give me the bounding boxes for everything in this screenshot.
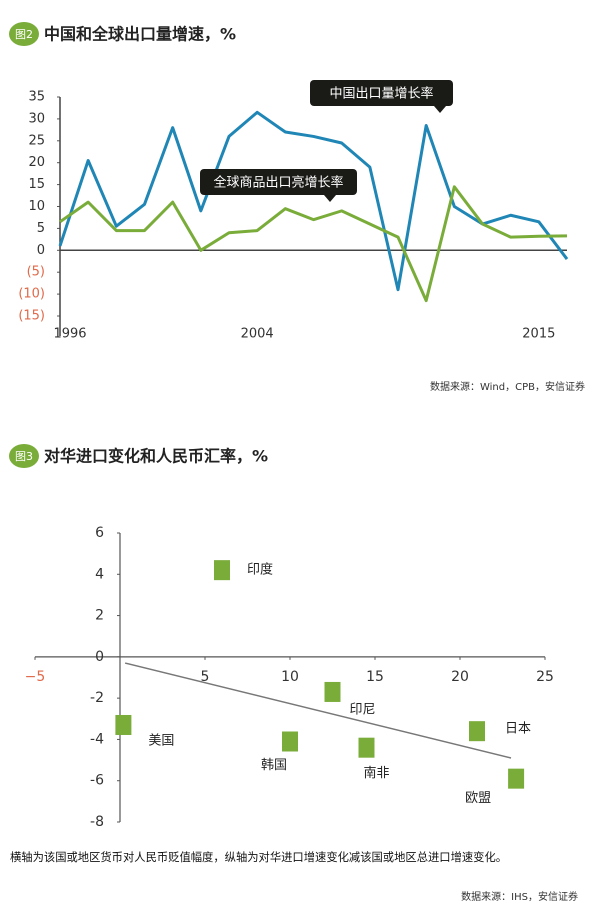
y-tick-label: (5)	[27, 265, 45, 280]
badge	[9, 444, 39, 468]
point-label: 韩国	[261, 758, 287, 773]
x-tick-label: −5	[25, 669, 46, 685]
y-tick-label: 15	[28, 177, 45, 192]
y-tick-label: 0	[37, 243, 45, 258]
point-label: 欧盟	[465, 791, 491, 806]
point-label: 南非	[363, 765, 389, 781]
source: 数据来源：IHS，安信证券	[461, 890, 578, 903]
point	[469, 721, 485, 742]
trendline	[124, 662, 512, 759]
callout-box	[310, 80, 453, 106]
x-tick-label: 25	[536, 669, 554, 685]
x-tick-label: 2015	[522, 327, 555, 342]
note: 横轴为该国或地区货币对人民币贬值幅度，纵轴为对华进口增速变化减该国或地区总进口增…	[10, 850, 507, 864]
chart-title: 中国和全球出口量增速，%	[44, 25, 236, 44]
x-tick-label: 20	[451, 669, 469, 685]
point	[214, 560, 230, 581]
chart-title: 对华进口变化和人民币汇率，%	[44, 447, 268, 466]
callout-box	[200, 169, 357, 195]
x-tick-label: 2004	[241, 327, 274, 342]
y-tick-label: 35	[28, 90, 45, 105]
callout-pointer	[434, 106, 446, 113]
y-tick-label: 30	[28, 111, 45, 126]
point	[358, 737, 375, 758]
y-tick-label: (10)	[18, 287, 45, 302]
series-line	[59, 185, 568, 303]
y-tick-label: (15)	[18, 309, 45, 324]
y-tick-label: 5	[37, 221, 45, 236]
point	[508, 768, 525, 789]
y-tick-label: -4	[90, 731, 104, 747]
y-tick-label: 20	[28, 155, 45, 170]
point-label: 美国	[148, 733, 174, 748]
point	[115, 714, 132, 735]
point-label: 印度	[247, 562, 273, 578]
y-tick-label: 2	[95, 608, 104, 624]
y-tick-label: -2	[90, 690, 104, 706]
x-tick-label: 15	[366, 669, 384, 685]
series-line	[58, 110, 569, 292]
legend-label: 中国出口量增长率	[329, 86, 433, 102]
y-tick-label: 25	[28, 133, 45, 148]
y-tick-label: 4	[95, 566, 104, 582]
badge-text: 图2	[15, 28, 33, 41]
y-tick-label: -8	[90, 814, 104, 830]
point	[324, 681, 341, 702]
point	[282, 731, 298, 752]
y-tick-label: 0	[95, 649, 104, 665]
source: 数据来源：Wind，CPB，安信证券	[430, 380, 585, 393]
point-label: 日本	[505, 722, 531, 737]
x-tick-label: 5	[201, 669, 210, 685]
legend-label: 全球商品出口亮增长率	[213, 175, 343, 191]
y-tick-label: 10	[28, 199, 45, 214]
x-tick-label: 1996	[53, 327, 86, 342]
x-tick-label: 10	[281, 669, 299, 685]
point-label: 印尼	[349, 702, 375, 717]
y-tick-label: -6	[90, 773, 104, 789]
callout-pointer	[324, 195, 336, 202]
y-tick-label: 6	[95, 525, 104, 541]
badge	[9, 22, 39, 46]
badge-text: 图3	[15, 450, 33, 463]
